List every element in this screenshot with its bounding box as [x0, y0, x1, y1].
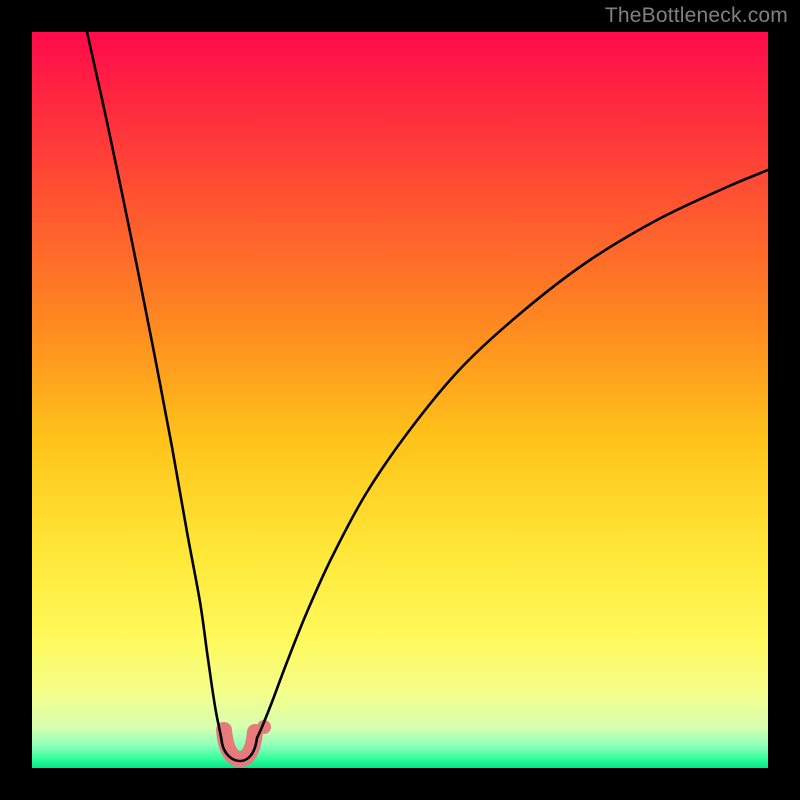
curves-layer [32, 32, 768, 768]
plot-area [32, 32, 768, 768]
curve-right [257, 170, 768, 738]
watermark-text: TheBottleneck.com [605, 4, 788, 28]
curve-left [87, 32, 222, 743]
